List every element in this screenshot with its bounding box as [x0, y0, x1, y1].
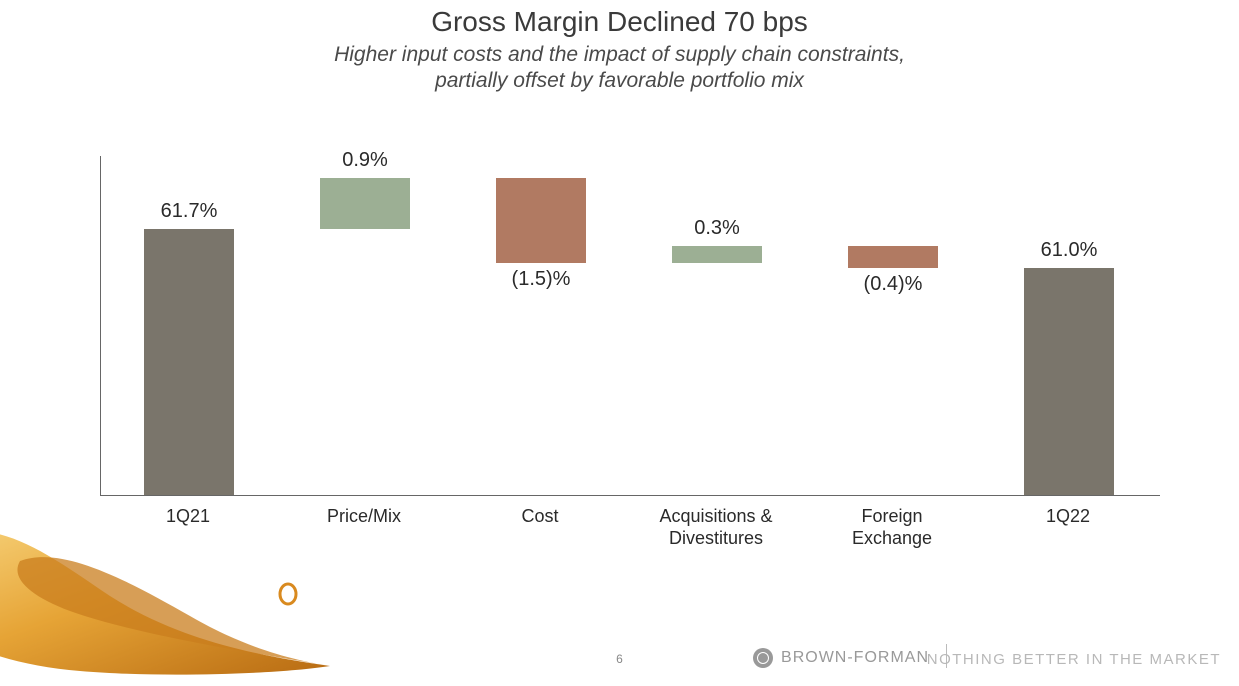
page-number: 6: [616, 652, 623, 666]
chart-column-cost: (1.5)%: [453, 156, 629, 495]
chart-column-pricemix: 0.9%: [277, 156, 453, 495]
chart-column-fx: (0.4)%: [805, 156, 981, 495]
bar-q1_22: [1024, 268, 1114, 495]
chart-column-q1_21: 61.7%: [101, 156, 277, 495]
waterfall-chart: 61.7%0.9%(1.5)%0.3%(0.4)%61.0% 1Q21Price…: [100, 156, 1160, 536]
axis-label-fx: ForeignExchange: [804, 506, 980, 549]
chart-column-acq: 0.3%: [629, 156, 805, 495]
bar-label-q1_21: 61.7%: [101, 200, 277, 223]
bar-q1_21: [144, 229, 234, 495]
bar-label-acq: 0.3%: [629, 217, 805, 240]
brand-name: BROWN-FORMAN: [753, 648, 929, 668]
axis-label-acq: Acquisitions &Divestitures: [628, 506, 804, 549]
bar-cost: [496, 178, 586, 263]
subtitle-line-2: partially offset by favorable portfolio …: [435, 69, 804, 92]
brand-text: BROWN-FORMAN: [781, 649, 929, 667]
brand-tagline: NOTHING BETTER IN THE MARKET: [927, 651, 1221, 668]
bar-label-cost: (1.5)%: [453, 268, 629, 291]
axis-label-q1_22: 1Q22: [980, 506, 1156, 528]
chart-column-q1_22: 61.0%: [981, 156, 1157, 495]
bar-fx: [848, 246, 938, 269]
axis-label-cost: Cost: [452, 506, 628, 528]
chart-plot-area: 61.7%0.9%(1.5)% 0.3% (0.4)%61.0%: [100, 156, 1160, 496]
bar-label-q1_22: 61.0%: [981, 239, 1157, 262]
brand-logo-icon: [753, 648, 773, 668]
bar-pricemix: [320, 178, 410, 229]
bar-acq: [672, 246, 762, 263]
bar-label-fx: (0.4)%: [805, 273, 981, 296]
slide-footer: 6 BROWN-FORMAN NOTHING BETTER IN THE MAR…: [0, 640, 1239, 670]
bar-label-pricemix: 0.9%: [277, 149, 453, 172]
subtitle-line-1: Higher input costs and the impact of sup…: [334, 43, 905, 66]
page-subtitle: Higher input costs and the impact of sup…: [0, 42, 1239, 95]
page-title: Gross Margin Declined 70 bps: [0, 6, 1239, 38]
